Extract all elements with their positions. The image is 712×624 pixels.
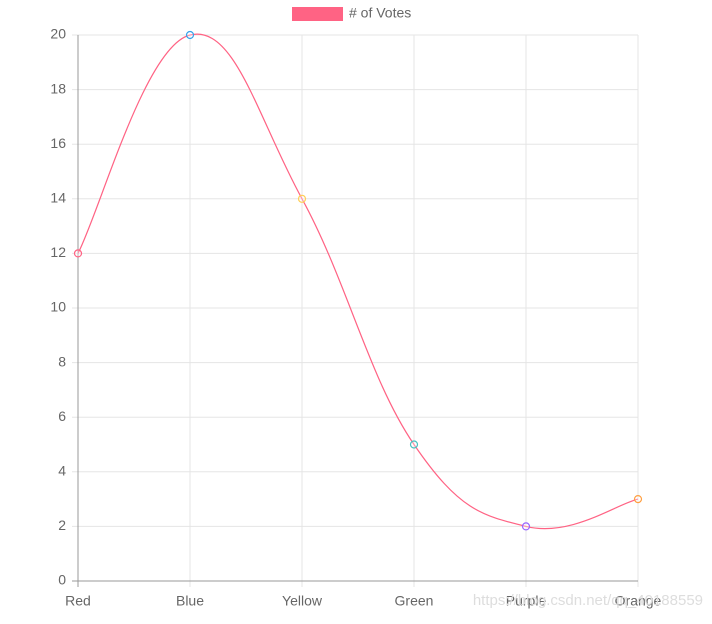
y-tick-label: 18 [50,80,66,96]
point [297,194,307,203]
y-tick-label: 0 [58,572,66,588]
x-tick-label: Orange [615,593,662,609]
point [633,495,643,504]
watermark: https://blog.csdn.net/qq_40188559 [473,592,703,609]
y-tick-label: 14 [50,190,66,206]
y-tick-label: 6 [58,408,66,424]
x-tick-label: Blue [176,593,204,609]
x-tick-label: Purple [506,593,547,609]
y-tick-label: 10 [50,299,66,315]
y-tick-label: 2 [58,517,66,533]
line [77,33,639,530]
point [521,522,531,531]
point [185,30,195,40]
x-tick-label: Green [395,593,434,609]
y-tick-label: 4 [58,463,66,479]
point [409,440,419,449]
point [73,249,83,258]
y-tick-label: 12 [50,244,66,260]
x-tick-label: Yellow [282,593,323,609]
legend-label: # of Votes [349,5,411,21]
x-tick-label: Red [65,593,91,609]
legend-swatch [292,7,343,21]
y-tick-label: 16 [50,135,66,151]
y-tick-label: 20 [50,26,66,42]
y-tick-label: 8 [58,353,66,369]
